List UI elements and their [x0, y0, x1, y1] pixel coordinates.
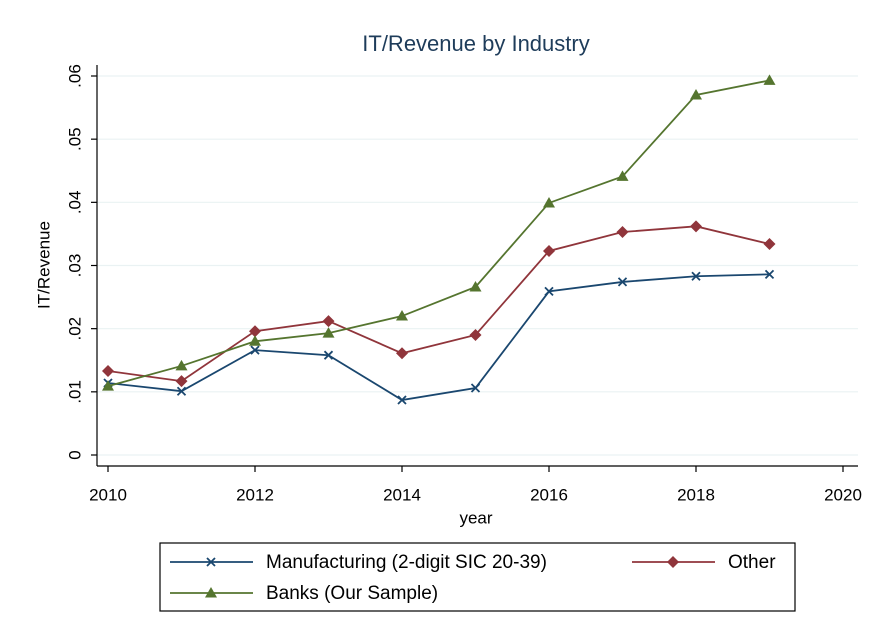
data-point: [543, 244, 555, 257]
data-point: [690, 220, 702, 233]
data-point: [616, 170, 629, 181]
x-tick-label: 2020: [824, 485, 862, 504]
x-tick-label: 2016: [530, 485, 568, 504]
data-point: [323, 350, 334, 360]
y-axis-label: IT/Revenue: [34, 221, 53, 309]
data-point: [396, 310, 408, 321]
data-point: [544, 286, 554, 297]
data-point: [764, 269, 775, 279]
data-point: [469, 280, 482, 292]
legend-box: [159, 542, 796, 612]
x-tick-label: 2012: [236, 485, 274, 504]
data-point: [102, 380, 114, 391]
data-point: [470, 383, 481, 393]
legend-marker: [206, 557, 216, 567]
data-point: [322, 315, 335, 328]
legend-label: Other: [728, 552, 776, 573]
data-point: [690, 88, 702, 100]
y-tick-label: .03: [65, 254, 84, 278]
y-tick-label: .05: [65, 127, 84, 151]
data-point: [102, 364, 114, 377]
y-tick-label: .04: [65, 191, 84, 215]
series-line: [107, 225, 770, 383]
data-point: [763, 238, 776, 251]
legend-marker: [205, 587, 217, 598]
x-tick-label: 2014: [383, 485, 421, 504]
chart-title: IT/Revenue by Industry: [362, 31, 589, 56]
series-line: [107, 79, 770, 388]
data-point: [249, 325, 261, 338]
x-axis-label: year: [459, 508, 492, 527]
legend-label: Banks (Our Sample): [266, 583, 438, 604]
data-point: [763, 74, 776, 85]
data-point: [396, 347, 408, 360]
data-point: [249, 335, 261, 346]
y-tick-label: .01: [65, 380, 84, 404]
y-tick-label: 0: [65, 450, 84, 459]
y-tick-label: .02: [65, 317, 84, 341]
data-point: [250, 345, 260, 355]
data-point: [397, 395, 407, 405]
x-tick-label: 2010: [89, 485, 127, 504]
data-point: [469, 328, 482, 341]
data-point: [617, 277, 628, 287]
data-point: [691, 271, 701, 281]
data-point: [175, 375, 188, 388]
data-point: [322, 327, 335, 338]
legend-marker: [667, 556, 679, 568]
data-point: [616, 226, 629, 239]
data-point: [176, 386, 187, 396]
x-tick-label: 2018: [677, 485, 715, 504]
y-tick-label: .06: [65, 64, 84, 88]
data-point: [175, 359, 188, 371]
series-line: [107, 273, 770, 401]
legend-label: Manufacturing (2-digit SIC 20-39): [266, 552, 547, 573]
data-point: [543, 196, 555, 208]
